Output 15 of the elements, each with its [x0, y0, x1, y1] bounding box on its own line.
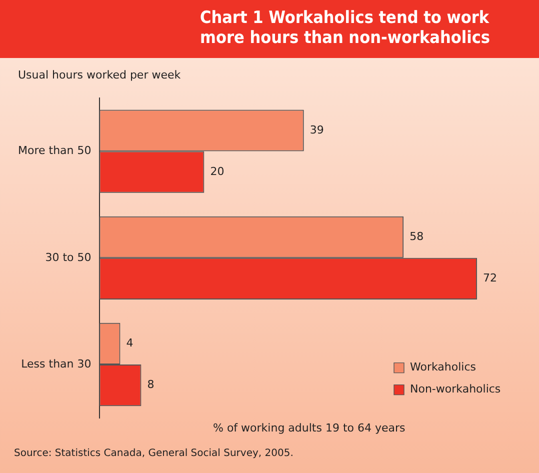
chart-title: Chart 1 Workaholics tend to work more hours than non-workaholics [0, 0, 539, 58]
source-note: Source: Statistics Canada, General Social Survey, 2005. [14, 448, 294, 459]
y-tick-label: More than 50 [18, 144, 92, 158]
data-label: 4 [126, 336, 134, 350]
y-tick-label: 30 to 50 [45, 250, 92, 264]
y-axis-title: Usual hours worked per week [18, 68, 182, 82]
y-tick-label: Less than 30 [21, 357, 92, 370]
data-label: 20 [210, 164, 224, 178]
data-label: 58 [410, 230, 424, 243]
data-label: 72 [483, 272, 498, 285]
legend-label: Workaholics [410, 360, 476, 374]
x-axis-title: % of working adults 19 to 64 years [212, 421, 406, 434]
data-label: 8 [147, 378, 154, 392]
legend-label: Non-workaholics [410, 382, 501, 396]
data-label: 39 [310, 123, 324, 136]
